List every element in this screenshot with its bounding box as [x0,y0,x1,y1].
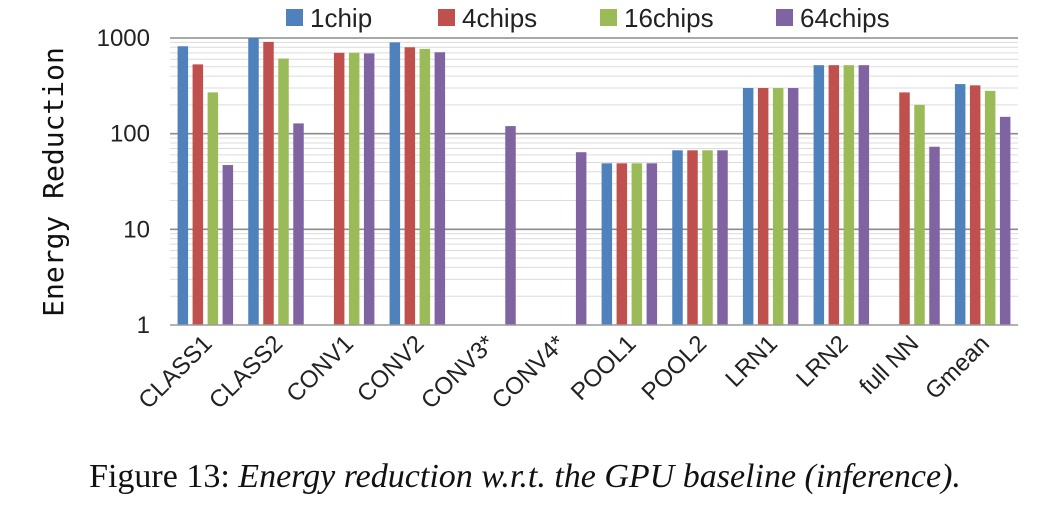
y-tick-label: 1000 [97,25,150,52]
bar-64chips [999,116,1011,325]
bar-16chips [772,88,784,325]
bar-4chips [757,88,769,325]
bar-64chips [929,146,940,325]
bar-4chips [192,64,204,325]
figure-caption: Figure 13: Energy reduction w.r.t. the G… [0,458,1050,496]
bar-1chip [954,84,966,325]
bar-1chip [389,42,401,325]
bar-4chips [687,150,698,325]
bar-4chips [404,47,416,325]
legend: 1chip 4chips 16chips 64chips [286,3,890,33]
bar-64chips [717,150,728,325]
energy-reduction-chart: 1101001000CLASS1CLASS2CONV1CONV2CONV3*CO… [37,3,1018,414]
bar-4chips [969,85,981,325]
bar-64chips [293,123,304,325]
grid-lines [170,37,1018,297]
bar-64chips [646,163,658,325]
x-category-label: LRN2 [791,330,853,392]
bar-1chip [813,65,825,326]
bar-16chips [843,65,855,326]
x-category-label: LRN1 [720,330,782,392]
legend-swatch-1chip [286,9,303,26]
legend-swatch-4chips [438,9,455,26]
bar-16chips [419,48,431,325]
y-axis-title: Energy Reduction [37,47,70,317]
bar-16chips [207,92,219,325]
legend-label-1chip: 1chip [310,3,372,33]
bar-4chips [616,163,628,325]
x-category-label: CONV4* [487,330,571,414]
bar-64chips [858,65,870,326]
legend-label-16chips: 16chips [624,3,714,33]
bar-64chips [222,165,234,325]
bar-1chip [248,38,259,325]
x-category-label: POOL2 [637,330,713,406]
legend-swatch-64chips [776,9,793,26]
y-tick-label: 10 [123,216,150,243]
legend-swatch-16chips [600,9,617,26]
bar-64chips [434,52,446,326]
x-category-label: full NN [854,330,924,400]
bar-16chips [702,150,713,325]
axes: 1101001000CLASS1CLASS2CONV1CONV2CONV3*CO… [97,25,1018,414]
bar-64chips [363,53,375,325]
x-category-label: CLASS1 [133,330,217,414]
bar-4chips [263,41,274,326]
x-category-label: CONV1 [281,330,359,408]
bar-16chips [631,163,643,325]
bar-16chips [278,58,289,326]
x-category-label: CONV3* [416,330,500,414]
y-tick-label: 100 [110,121,150,148]
caption-prefix: Figure 13: [89,458,230,495]
bar-1chip [672,150,683,325]
bar-1chip [177,46,189,325]
bar-16chips [348,52,360,325]
x-category-label: Gmean [920,330,995,405]
x-category-label: CLASS2 [204,330,288,414]
bar-1chip [742,88,754,325]
bar-64chips [575,152,587,325]
caption-text: Energy reduction w.r.t. the GPU baseline… [238,458,961,495]
bar-16chips [984,90,996,325]
bar-16chips [914,104,925,325]
bar-64chips [787,88,799,325]
y-tick-label: 1 [137,312,150,339]
bars [177,38,1011,326]
bar-1chip [601,163,613,325]
bar-64chips [505,126,516,325]
bar-4chips [333,52,345,325]
bar-4chips [899,92,910,325]
legend-label-4chips: 4chips [462,3,537,33]
bar-4chips [828,65,840,326]
legend-label-64chips: 64chips [800,3,890,33]
x-category-label: POOL1 [566,330,642,406]
